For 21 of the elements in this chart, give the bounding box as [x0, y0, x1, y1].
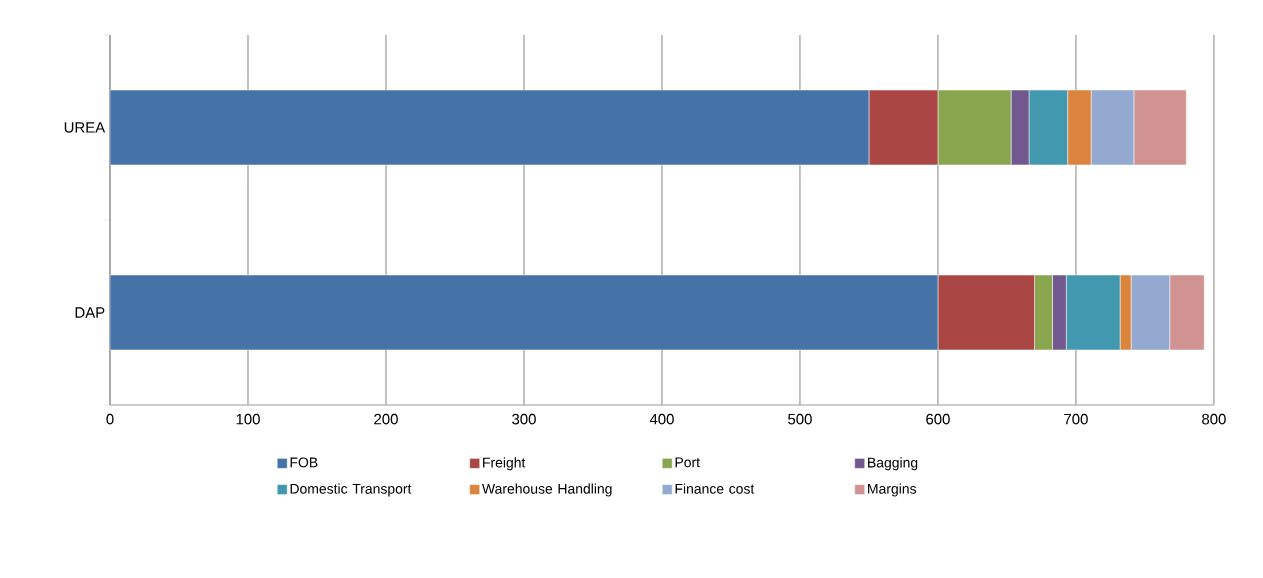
x-tick-label: 500	[788, 413, 812, 425]
x-tick-label: 100	[236, 413, 260, 425]
legend-label: Warehouse Handling	[482, 483, 612, 497]
x-tick-label: 200	[374, 413, 398, 425]
legend-label: Finance cost	[675, 483, 755, 494]
x-tick-label: 300	[512, 413, 536, 425]
legend-label: Domestic Transport	[290, 483, 412, 497]
x-tick-label: 700	[1064, 413, 1088, 425]
x-tick-label: 0	[106, 413, 114, 425]
x-tick-label: 800	[1202, 413, 1226, 425]
bar	[110, 274, 939, 351]
legend-label: Freight	[483, 457, 526, 471]
x-tick-label: 400	[649, 413, 674, 425]
legend-label: FOB	[290, 457, 318, 468]
bar	[110, 89, 870, 166]
legend-label: Port	[675, 457, 700, 468]
x-tick-label: 600	[926, 413, 950, 425]
legend-label: Margins	[868, 483, 917, 497]
y-tick-label: DAP	[75, 307, 105, 318]
legend-label: Bagging	[868, 457, 918, 471]
y-tick-label: UREA	[64, 122, 106, 133]
